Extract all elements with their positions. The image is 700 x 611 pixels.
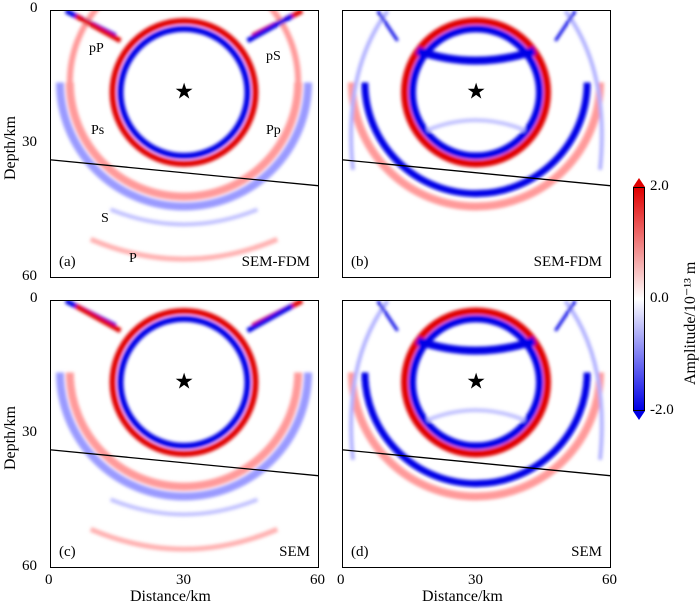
x-tick-30-right: 30	[468, 572, 483, 588]
x-tick-60-left: 60	[310, 572, 325, 588]
colorbar-tick-zero: 0.0	[650, 290, 669, 306]
colorbar-label: Amplitude/10⁻¹³ m	[682, 261, 699, 385]
svg-text:★: ★	[174, 79, 194, 103]
wavefield-c: ★	[51, 301, 318, 552]
x-tick-30-left: 30	[176, 572, 191, 588]
wavefield-a: ★	[51, 11, 318, 262]
x-axis-label-left: Distance/km	[130, 588, 211, 605]
method-label-b: SEM-FDM	[533, 254, 602, 270]
colorbar-tick-min: -2.0	[650, 402, 674, 418]
colorbar-max-arrow	[633, 178, 645, 187]
y-axis-label-bottom: Depth/km	[2, 406, 19, 470]
y-tick-30-bottom: 30	[22, 424, 37, 440]
colorbar-tick-max: 2.0	[650, 178, 669, 194]
panel-a: ★ (a) SEM-FDM pP pS Ps Pp S P	[50, 10, 319, 278]
y-tick-30-top: 30	[22, 134, 37, 150]
method-label-a: SEM-FDM	[241, 254, 310, 270]
x-tick-60-right: 60	[602, 572, 617, 588]
method-label-d: SEM	[571, 544, 602, 560]
y-tick-60-top: 60	[22, 268, 37, 284]
panel-label-d: (d)	[351, 544, 369, 560]
x-axis-label-right: Distance/km	[422, 588, 503, 605]
panel-label-c: (c)	[59, 544, 76, 560]
phase-label-Pp: Pp	[266, 123, 281, 138]
phase-label-S: S	[101, 211, 109, 226]
svg-text:★: ★	[466, 79, 486, 103]
method-label-c: SEM	[279, 544, 310, 560]
panel-b: ★ (b) SEM-FDM	[342, 10, 611, 278]
svg-text:★: ★	[466, 369, 486, 393]
y-axis-label-top: Depth/km	[2, 116, 19, 180]
colorbar	[633, 187, 645, 411]
panel-d: ★ (d) SEM	[342, 300, 611, 568]
y-tick-0-top: 0	[30, 0, 38, 16]
panel-c: ★ (c) SEM	[50, 300, 319, 568]
x-tick-0-right: 0	[337, 572, 345, 588]
panel-label-b: (b)	[351, 254, 369, 270]
panel-label-a: (a)	[59, 254, 76, 270]
y-tick-60-bottom: 60	[22, 558, 37, 574]
y-tick-0-bottom: 0	[30, 290, 38, 306]
phase-label-pS: pS	[266, 49, 281, 64]
wavefield-d: ★	[343, 301, 610, 501]
phase-label-Ps: Ps	[91, 123, 105, 138]
colorbar-min-arrow	[633, 411, 645, 420]
x-tick-0-left: 0	[45, 572, 53, 588]
svg-text:★: ★	[174, 369, 194, 393]
phase-label-P: P	[129, 251, 137, 266]
wavefield-b: ★	[343, 11, 610, 211]
phase-label-pP: pP	[89, 41, 104, 56]
